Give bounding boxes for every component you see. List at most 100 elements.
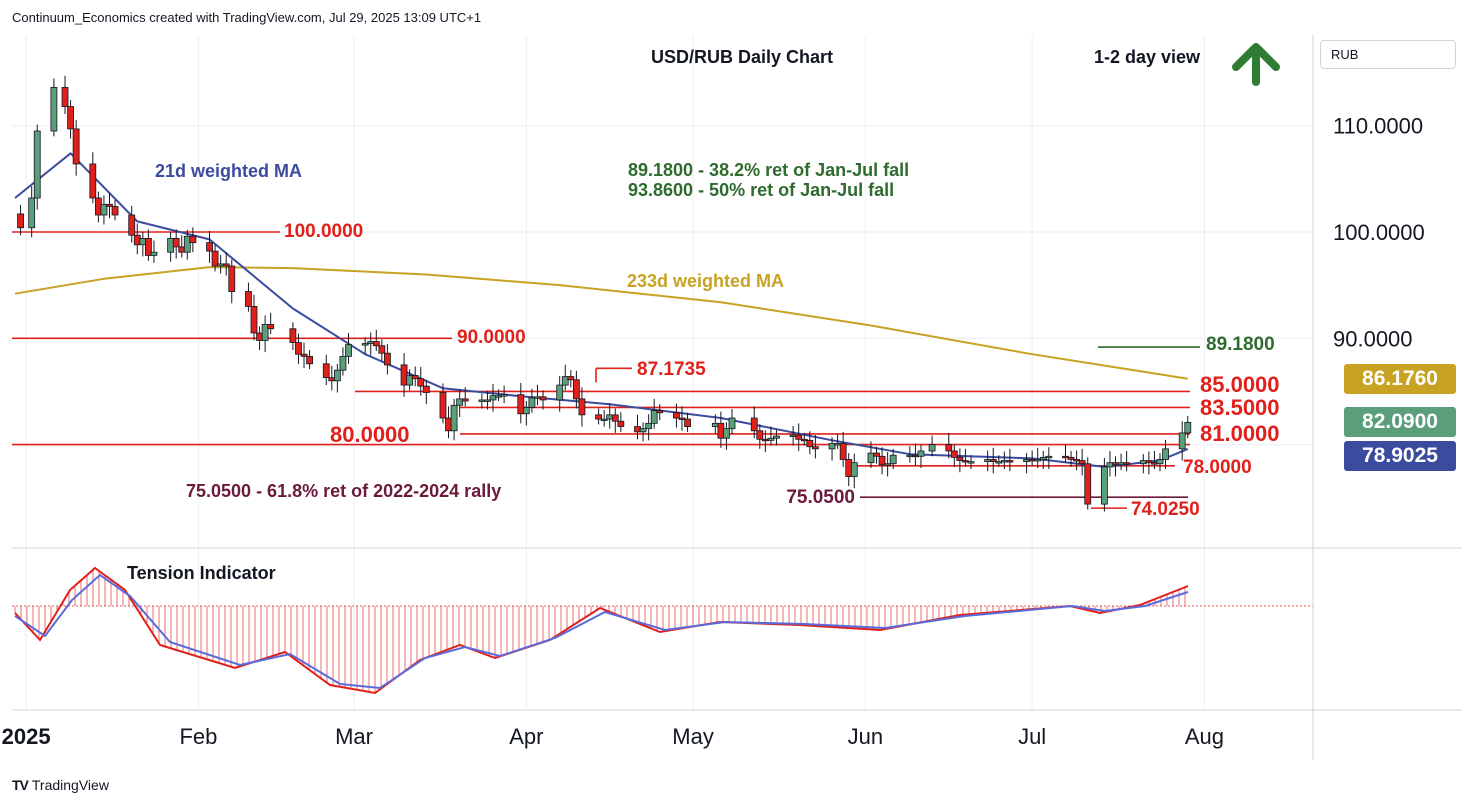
ma-233-line xyxy=(14,266,1188,380)
tradingview-logo[interactable]: TV TradingView xyxy=(12,777,109,793)
candle-body xyxy=(1034,459,1042,462)
candlestick-series xyxy=(17,75,1192,512)
candle-body xyxy=(634,426,641,433)
candle-body xyxy=(111,206,119,216)
ma21-label: 21d weighted MA xyxy=(155,161,302,181)
candle-body xyxy=(1073,459,1081,462)
tension-label: Tension Indicator xyxy=(127,563,276,583)
candle-body xyxy=(445,417,452,432)
candle-body xyxy=(1078,460,1086,465)
candle-body xyxy=(995,461,1003,464)
x-tick-label: 2025 xyxy=(2,724,51,749)
candle-body xyxy=(1123,462,1131,465)
candle-body xyxy=(256,332,263,341)
candle-body xyxy=(645,422,653,430)
candle-body xyxy=(217,263,225,267)
candle-body xyxy=(61,87,69,107)
candle-body xyxy=(28,197,36,229)
price-tag-ma233-label: 86.1760 xyxy=(1362,366,1438,390)
fib-note-1: 89.1800 - 38.2% ret of Jan-Jul fall xyxy=(628,160,909,180)
candle-body xyxy=(828,443,836,450)
candle-body xyxy=(417,378,425,387)
candle-body xyxy=(300,353,308,357)
candle-body xyxy=(723,428,730,439)
candle-body xyxy=(834,443,842,446)
candle-body xyxy=(617,420,625,427)
candle-body xyxy=(339,355,347,371)
view-label: 1-2 day view xyxy=(1094,47,1201,67)
x-tick-label: Mar xyxy=(335,724,373,749)
candle-body xyxy=(795,434,803,440)
candle-body xyxy=(839,443,847,460)
candle-body xyxy=(133,234,141,246)
candle-body xyxy=(517,394,525,415)
candle-body xyxy=(967,461,975,464)
currency-selector[interactable]: RUB xyxy=(1320,40,1456,69)
candle-body xyxy=(906,454,914,458)
level-label: 85.0000 xyxy=(1200,372,1280,397)
candle-body xyxy=(439,392,447,419)
candle-body xyxy=(806,439,814,448)
candle-body xyxy=(128,214,136,236)
candle-body xyxy=(889,454,897,465)
candle-body xyxy=(478,399,486,402)
level-label: 78.0000 xyxy=(1183,457,1252,478)
candle-body xyxy=(245,291,252,307)
candle-body xyxy=(945,444,953,452)
candle-body xyxy=(912,454,919,458)
level-label: 74.0250 xyxy=(1131,499,1200,520)
price-tag-last: 82.0900 xyxy=(1344,407,1456,438)
candle-body xyxy=(1139,460,1147,465)
candle-body xyxy=(717,422,725,439)
x-tick-label: May xyxy=(672,724,714,749)
candle-body xyxy=(1006,460,1014,463)
candle-body xyxy=(167,237,175,253)
candle-body xyxy=(228,265,236,292)
candle-body xyxy=(1084,463,1092,505)
up-arrow-icon xyxy=(1232,43,1280,86)
candle-body xyxy=(1117,462,1125,466)
candle-body xyxy=(361,343,369,346)
candle-body xyxy=(94,197,102,216)
y-tick-label: 110.0000 xyxy=(1333,114,1423,139)
tension-fast-line xyxy=(14,566,1189,695)
candle-body xyxy=(572,379,580,400)
candle-body xyxy=(650,410,658,424)
candle-body xyxy=(567,376,575,381)
candle-body xyxy=(917,450,925,457)
candle-body xyxy=(984,459,992,463)
chart-title: USD/RUB Daily Chart xyxy=(651,47,833,67)
ma-21-line xyxy=(14,152,1189,468)
candle-body xyxy=(845,459,853,477)
tension-slow-line xyxy=(14,573,1189,690)
candle-body xyxy=(1162,448,1169,460)
candle-body xyxy=(139,237,147,246)
candle-body xyxy=(884,463,892,466)
candle-body xyxy=(522,406,530,415)
level-label: 90.0000 xyxy=(457,327,526,348)
chart-credit: Continuum_Economics created with Trading… xyxy=(12,10,482,25)
candle-body xyxy=(600,418,608,421)
candle-body xyxy=(345,344,352,357)
x-tick-label: Jun xyxy=(848,724,883,749)
candle-body xyxy=(450,404,458,432)
candle-body xyxy=(261,324,269,341)
candle-body xyxy=(367,341,375,345)
candle-body xyxy=(211,250,219,267)
candle-body xyxy=(1100,466,1108,505)
candle-body xyxy=(989,459,997,463)
candle-body xyxy=(1028,459,1036,462)
candle-body xyxy=(267,324,275,330)
ma-21-path xyxy=(14,152,1189,468)
candle-body xyxy=(461,398,469,402)
candle-body xyxy=(1023,459,1030,463)
candle-body xyxy=(1178,432,1186,450)
candle-body xyxy=(811,446,819,450)
candle-body xyxy=(1045,455,1053,459)
candle-body xyxy=(422,385,430,393)
candle-body xyxy=(1151,462,1158,465)
candle-body xyxy=(89,163,97,199)
candle-body xyxy=(456,398,464,406)
candle-body xyxy=(673,412,680,419)
